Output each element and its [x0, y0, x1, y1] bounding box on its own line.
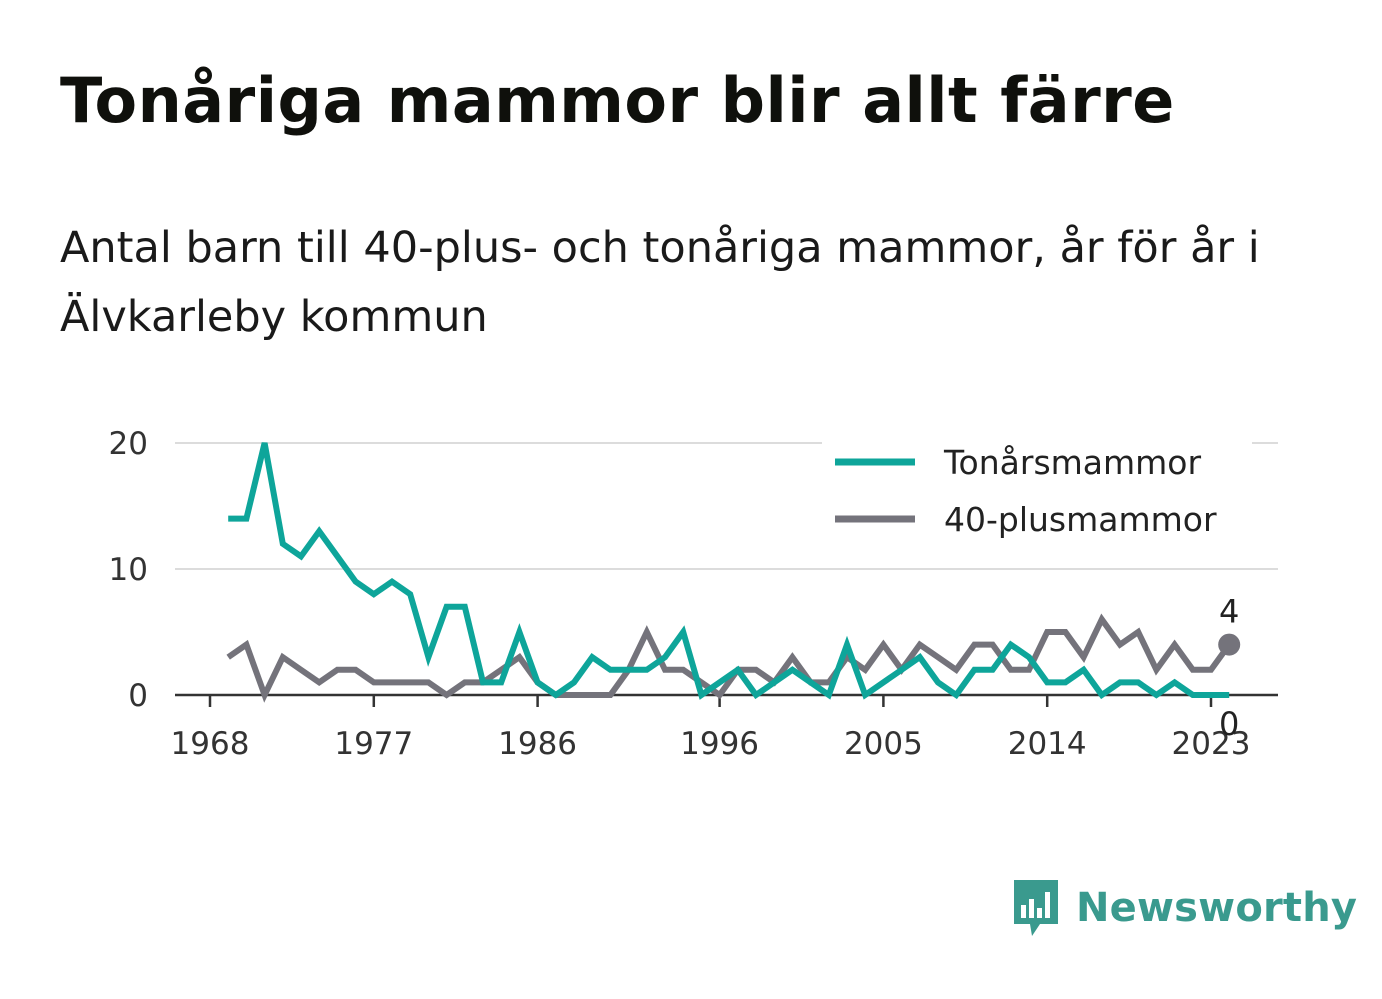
x-tick-label: 1977 — [334, 726, 413, 762]
brand-name: Newsworthy — [1076, 885, 1358, 931]
x-tick-label: 1968 — [171, 726, 250, 762]
y-tick-label: 10 — [109, 552, 148, 588]
y-tick-label: 20 — [109, 426, 148, 462]
end-point-40-plusmammor — [1218, 633, 1241, 656]
newsworthy-logo-icon — [1014, 880, 1058, 936]
series-line-tonarsmammor — [228, 442, 1230, 700]
legend-label: Tonårsmammor — [943, 443, 1201, 482]
x-tick-label: 2005 — [844, 726, 923, 762]
series-line-40-plusmammor — [226, 613, 1232, 703]
y-tick-label: 0 — [128, 678, 148, 714]
end-value-label: 4 — [1219, 593, 1239, 631]
x-tick-label: 1986 — [498, 726, 577, 762]
chart-subtitle: Antal barn till 40-plus- och tonåriga ma… — [60, 223, 1260, 342]
legend-label: 40-plusmammor — [944, 500, 1217, 539]
legend-background — [822, 433, 1252, 548]
end-value-label: 0 — [1219, 705, 1239, 743]
brand-logo: Newsworthy — [1010, 878, 1357, 938]
x-tick-label: 2014 — [1008, 726, 1087, 762]
chart-title: Tonåriga mammor blir allt färre — [60, 64, 1175, 137]
x-tick-label: 1996 — [680, 726, 759, 762]
x-tick-label: 2023 — [1172, 726, 1251, 762]
